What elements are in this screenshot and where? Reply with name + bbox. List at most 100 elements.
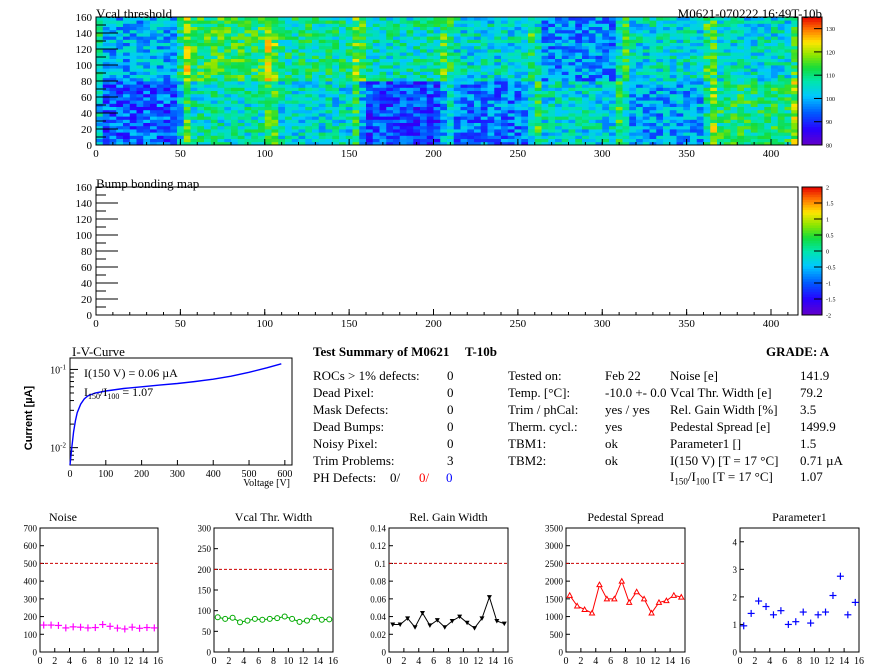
vcal-map-cell <box>703 65 711 69</box>
vcal-map-cell <box>737 52 745 56</box>
vcal-map-cell <box>582 61 590 66</box>
vcal-map-cell <box>447 81 455 85</box>
vcal-map-cell <box>744 125 752 130</box>
vcal-map-cell <box>271 116 279 120</box>
vcal-map-cell <box>163 93 171 98</box>
vcal-map-cell <box>278 103 286 107</box>
vcal-map-cell <box>744 58 752 63</box>
vcal-map-cell <box>514 100 522 104</box>
vcal-map-cell <box>615 68 623 72</box>
vcal-map-cell <box>183 90 191 95</box>
vcal-map-cell <box>595 17 603 21</box>
vcal-map-cell <box>433 138 441 143</box>
vcal-map-cell <box>730 36 738 40</box>
vcal-map-cell <box>595 55 603 59</box>
defect-label: Trim Problems: <box>313 453 395 468</box>
vcal-map-cell <box>615 36 623 40</box>
vcal-map-cell <box>366 55 374 59</box>
vcal-map-cell <box>386 23 394 27</box>
vcal-map-cell <box>501 36 509 40</box>
vcal-map-cell <box>636 109 644 114</box>
vcal-map-cell <box>703 17 711 21</box>
vcal-map-cell <box>480 93 488 98</box>
vcal-map-cell <box>629 26 637 31</box>
vcal-map-cell <box>244 132 252 136</box>
vcal-map-cell <box>345 49 353 53</box>
vcal-map-cell <box>501 119 509 123</box>
vcal-map-cell <box>251 81 259 85</box>
vcal-map-cell <box>271 90 279 95</box>
vcal-map-cell <box>487 84 495 88</box>
bump-map-y-tick-label: 80 <box>81 246 93 258</box>
iv-y-tick-label: 10-1 <box>50 363 66 376</box>
vcal-map-cell <box>575 39 583 43</box>
vcal-map-cell <box>588 97 596 101</box>
vcal-map-cell <box>420 141 428 146</box>
vcal-map-cell <box>318 55 326 59</box>
vcal-map-cell <box>568 74 576 79</box>
vcal-map-cell <box>102 23 110 27</box>
vcal-map-cell <box>622 36 630 40</box>
vcal-map-palette-band <box>802 68 822 72</box>
vcal-map-cell <box>534 55 542 59</box>
vcal-map-cell <box>129 71 137 75</box>
vcal-map-cell <box>710 58 718 63</box>
vcal-map-cell <box>440 42 448 47</box>
vcal-map-cell <box>764 33 772 37</box>
vcal-map-cell <box>339 52 347 56</box>
vcal-map-cell <box>501 122 509 127</box>
vcal-map-cell <box>669 61 677 66</box>
vcal-map-cell <box>426 71 434 75</box>
vcal-map-cell <box>683 129 691 133</box>
vcal-map-cell <box>278 17 286 21</box>
vcal-map-cell <box>501 77 509 82</box>
vcal-map-cell <box>150 49 158 53</box>
ratio-value: 1.07 <box>800 469 823 484</box>
vcal-map-cell <box>602 97 610 101</box>
vcal-map-cell <box>750 26 758 31</box>
vcal-map-cell <box>521 74 529 79</box>
vcal-map-cell <box>777 138 785 143</box>
vcal-map-cell <box>237 42 245 47</box>
vcal-map-cell <box>318 125 326 130</box>
vcal-map-cell <box>649 74 657 79</box>
vcal-map-cell <box>750 109 758 114</box>
vcal-map-cell <box>595 68 603 72</box>
vcal-map-cell <box>237 58 245 63</box>
vcal-map-cell <box>298 23 306 27</box>
parameter1-x-tick-label: 16 <box>854 656 864 667</box>
vcal-map-cell <box>460 141 468 146</box>
vcal-map-cell <box>386 135 394 139</box>
vcal-map-cell <box>197 81 205 85</box>
vcal-map-cell <box>163 65 171 69</box>
vcal-map-cell <box>366 45 374 50</box>
vcal-map-cell <box>642 97 650 101</box>
vcal-map-cell <box>514 122 522 127</box>
vcal-map-cell <box>379 61 387 66</box>
result-label: Rel. Gain Width [%] <box>670 402 778 417</box>
vcal-map-cell <box>460 113 468 117</box>
vcal-map-cell <box>264 49 272 53</box>
vcal-map-cell <box>116 141 124 146</box>
vcal-map-cell <box>717 45 725 50</box>
vcal-map-cell <box>339 129 347 133</box>
bump-map-palette-band <box>802 235 822 239</box>
vcal-map-cell <box>622 90 630 95</box>
bump-map-palette-band <box>802 240 822 244</box>
vcal-map-cell <box>663 132 671 136</box>
vcal-map-palette-band <box>802 101 822 105</box>
vcal-map-cell <box>440 20 448 24</box>
vcal-map-cell <box>602 65 610 69</box>
vcal-map-cell <box>339 109 347 114</box>
vcal-map-cell <box>406 106 414 111</box>
bump-map-palette-band <box>802 261 822 265</box>
defect-value: 0 <box>447 385 454 400</box>
vcal-map-cell <box>406 84 414 88</box>
vcal-map-cell <box>420 26 428 31</box>
vcal-map-cell <box>710 119 718 123</box>
vcal-map-cell <box>426 49 434 53</box>
parameter1-frame <box>739 527 860 653</box>
vcal-map-cell <box>514 61 522 66</box>
vcal-map-cell <box>170 71 178 75</box>
vcal-map-cell <box>231 17 239 21</box>
